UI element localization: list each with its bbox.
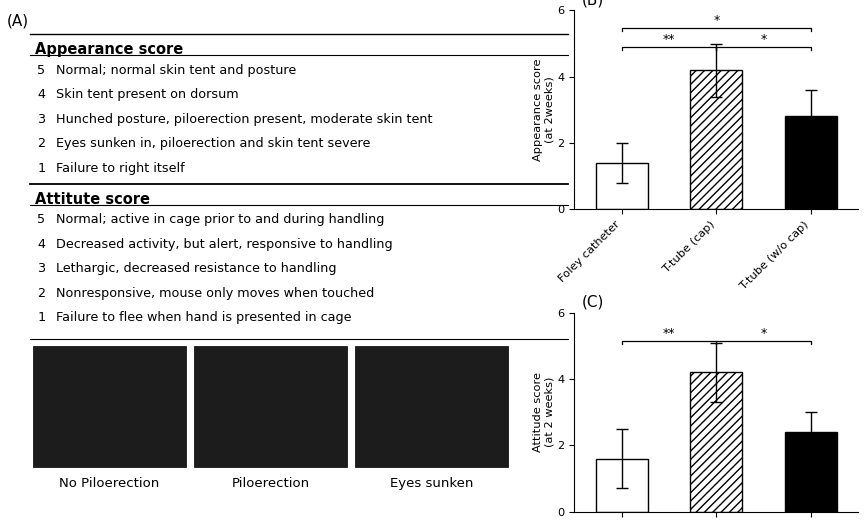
Text: Failure to flee when hand is presented in cage: Failure to flee when hand is presented i… — [56, 311, 352, 324]
Y-axis label: Attitude score
(at 2 weeks): Attitude score (at 2 weeks) — [533, 372, 555, 452]
Text: **: ** — [663, 327, 675, 340]
Text: Skin tent present on dorsum: Skin tent present on dorsum — [56, 88, 239, 101]
Text: Nonresponsive, mouse only moves when touched: Nonresponsive, mouse only moves when tou… — [56, 287, 375, 300]
Text: Decreased activity, but alert, responsive to handling: Decreased activity, but alert, responsiv… — [56, 238, 393, 251]
Text: Normal; normal skin tent and posture: Normal; normal skin tent and posture — [56, 64, 297, 77]
Bar — [785, 432, 837, 512]
Text: Hunched posture, piloerection present, moderate skin tent: Hunched posture, piloerection present, m… — [56, 113, 433, 126]
Text: No Piloerection: No Piloerection — [59, 477, 160, 490]
Text: Appearance score: Appearance score — [35, 42, 183, 57]
Text: Attitute score: Attitute score — [35, 192, 150, 207]
Bar — [785, 116, 837, 209]
Text: 5: 5 — [37, 64, 45, 77]
Text: Lethargic, decreased resistance to handling: Lethargic, decreased resistance to handl… — [56, 262, 337, 275]
Text: Failure to right itself: Failure to right itself — [56, 162, 185, 175]
Text: Piloerection: Piloerection — [231, 477, 310, 490]
Text: Eyes sunken: Eyes sunken — [390, 477, 473, 490]
Text: 1: 1 — [37, 311, 45, 324]
Bar — [596, 163, 648, 209]
Text: 1: 1 — [37, 162, 45, 175]
Text: 2: 2 — [37, 137, 45, 150]
Text: *: * — [714, 14, 720, 27]
Text: (B): (B) — [582, 0, 604, 7]
Bar — [596, 458, 648, 512]
Text: 4: 4 — [37, 88, 45, 101]
Text: **: ** — [663, 33, 675, 46]
Text: Eyes sunken in, piloerection and skin tent severe: Eyes sunken in, piloerection and skin te… — [56, 137, 371, 150]
Text: (A): (A) — [7, 13, 29, 28]
Text: 4: 4 — [37, 238, 45, 251]
Y-axis label: Appearance score
(at 2weeks): Appearance score (at 2weeks) — [533, 58, 555, 161]
Text: (C): (C) — [582, 294, 604, 310]
Text: *: * — [760, 327, 766, 340]
Bar — [690, 70, 742, 209]
Text: 2: 2 — [37, 287, 45, 300]
Text: 3: 3 — [37, 113, 45, 126]
Bar — [690, 372, 742, 512]
Text: 3: 3 — [37, 262, 45, 275]
Text: 5: 5 — [37, 213, 45, 226]
Text: Normal; active in cage prior to and during handling: Normal; active in cage prior to and duri… — [56, 213, 385, 226]
Text: *: * — [760, 33, 766, 46]
